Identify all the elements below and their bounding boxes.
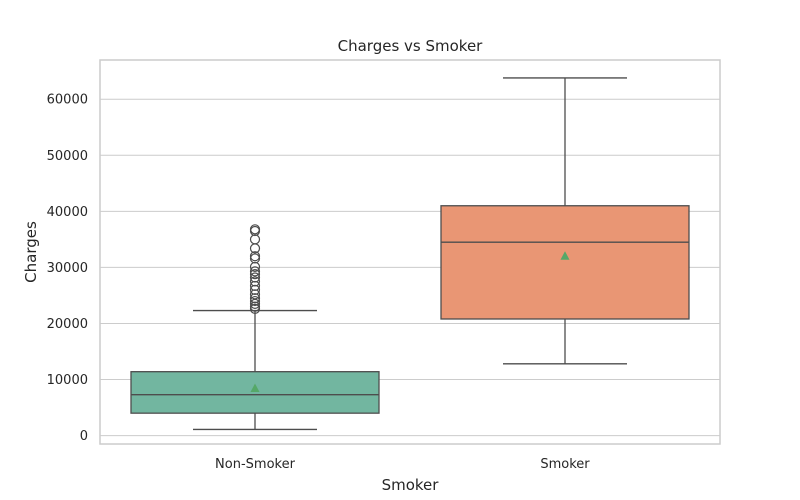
chart-title: Charges vs Smoker xyxy=(338,37,484,55)
outlier-point xyxy=(249,224,261,235)
iqr-box xyxy=(130,371,380,414)
y-axis-ticks: 0 10000 20000 30000 40000 50000 60000 xyxy=(47,93,88,444)
outlier-point xyxy=(249,266,261,277)
x-axis-label: Smoker xyxy=(382,476,440,494)
plot-frame xyxy=(99,59,721,445)
mean-marker xyxy=(560,251,570,260)
outlier-point xyxy=(249,272,261,283)
y-tick-label: 30000 xyxy=(47,261,88,276)
outlier-point xyxy=(249,276,261,287)
y-tick-label: 50000 xyxy=(47,149,88,164)
x-tick-label: Smoker xyxy=(540,457,590,472)
outlier-point xyxy=(249,269,261,280)
y-tick-label: 10000 xyxy=(47,373,88,388)
x-tick-label: Non-Smoker xyxy=(215,457,296,472)
y-tick-label: 0 xyxy=(80,429,88,444)
y-axis-label: Charges xyxy=(22,221,40,283)
box-group-non-smoker xyxy=(130,224,380,431)
outlier-point xyxy=(249,251,261,262)
box-group-smoker xyxy=(440,77,690,365)
iqr-box xyxy=(440,205,690,320)
x-axis-ticks: Non-Smoker Smoker xyxy=(215,457,590,472)
outlier-point xyxy=(249,253,261,264)
y-tick-label: 40000 xyxy=(47,205,88,220)
outlier-point xyxy=(249,234,261,245)
outlier-point xyxy=(249,295,261,307)
box-series xyxy=(130,77,690,431)
y-tick-label: 20000 xyxy=(47,317,88,332)
y-tick-label: 60000 xyxy=(47,93,88,108)
mean-marker xyxy=(250,383,260,393)
